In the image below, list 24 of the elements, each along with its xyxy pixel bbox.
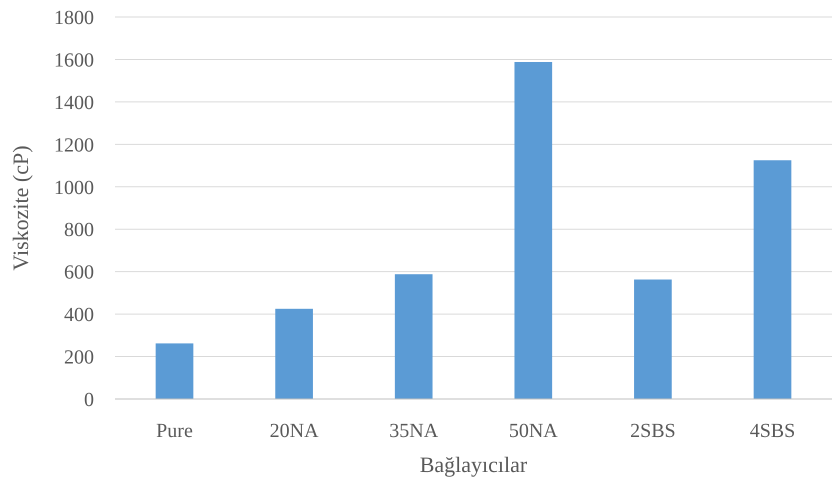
x-tick-label: 50NA: [508, 420, 558, 442]
x-tick-label: 35NA: [389, 420, 439, 442]
x-tick-label: 20NA: [270, 420, 320, 442]
x-tick-label: 2SBS: [630, 420, 676, 442]
bar: [275, 308, 313, 399]
y-tick-label: 400: [64, 304, 94, 326]
y-tick-label: 1200: [54, 134, 94, 156]
bar: [514, 62, 552, 399]
bar: [394, 274, 433, 399]
y-tick-label: 1000: [54, 176, 94, 199]
bar: [156, 343, 194, 399]
y-tick-label: 1400: [54, 92, 94, 114]
bar: [754, 160, 792, 399]
x-tick-label: Pure: [156, 420, 193, 442]
x-axis-title: Bağlayıcılar: [420, 452, 528, 477]
y-tick-label: 1600: [54, 49, 94, 72]
y-axis-title: Viskozite (cP): [8, 145, 33, 271]
y-tick-label: 800: [64, 219, 94, 242]
x-tick-label: 4SBS: [750, 420, 796, 442]
y-tick-label: 1800: [54, 7, 94, 29]
bar: [634, 280, 672, 399]
y-tick-label: 600: [64, 262, 94, 284]
y-tick-label: 200: [64, 346, 94, 369]
y-tick-label: 0: [84, 389, 94, 411]
